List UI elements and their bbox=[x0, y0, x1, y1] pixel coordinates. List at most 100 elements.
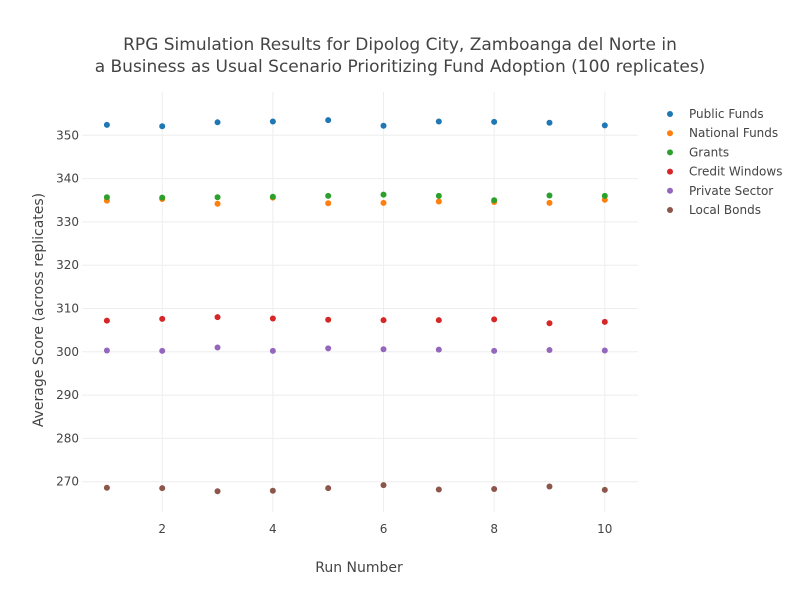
series-credit-windows bbox=[103, 314, 608, 327]
y-tick-label: 320 bbox=[56, 258, 79, 272]
data-point bbox=[435, 118, 442, 125]
data-point bbox=[601, 347, 608, 354]
data-point bbox=[269, 315, 276, 322]
data-point bbox=[380, 199, 387, 206]
legend-label: Credit Windows bbox=[689, 165, 782, 179]
series-national-funds bbox=[103, 194, 608, 207]
series-private-sector bbox=[103, 344, 608, 354]
data-point bbox=[103, 317, 110, 324]
grid bbox=[82, 92, 638, 512]
data-point bbox=[269, 347, 276, 354]
data-point bbox=[159, 315, 166, 322]
legend-marker bbox=[667, 187, 673, 194]
data-point bbox=[103, 194, 110, 201]
data-point bbox=[601, 318, 608, 325]
data-point bbox=[546, 119, 553, 126]
y-tick-label: 290 bbox=[56, 388, 79, 402]
y-tick-label: 350 bbox=[56, 128, 79, 142]
legend-label: National Funds bbox=[689, 126, 778, 140]
data-point bbox=[159, 194, 166, 201]
data-point bbox=[214, 344, 221, 351]
data-point bbox=[380, 346, 387, 353]
data-point bbox=[546, 320, 553, 327]
data-point bbox=[159, 485, 166, 492]
legend-marker bbox=[667, 168, 673, 175]
series-local-bonds bbox=[103, 482, 608, 495]
x-axis-label: Run Number bbox=[315, 560, 403, 576]
data-point bbox=[103, 347, 110, 354]
data-point bbox=[103, 484, 110, 491]
data-point bbox=[380, 122, 387, 129]
legend-label: Private Sector bbox=[689, 184, 773, 198]
data-point bbox=[159, 347, 166, 354]
data-point bbox=[214, 314, 221, 321]
y-tick-label: 340 bbox=[56, 172, 79, 186]
y-axis-label: Average Score (across replicates) bbox=[31, 193, 47, 427]
data-point bbox=[380, 191, 387, 198]
data-point bbox=[491, 347, 498, 354]
series-grants bbox=[103, 191, 608, 204]
data-points bbox=[103, 117, 608, 495]
data-point bbox=[214, 488, 221, 495]
data-point bbox=[491, 118, 498, 125]
legend-item[interactable]: Local Bonds bbox=[667, 203, 761, 217]
data-point bbox=[214, 200, 221, 207]
legend: Public Funds National Funds Grants Credit W… bbox=[667, 107, 782, 217]
series-public-funds bbox=[103, 117, 608, 130]
data-point bbox=[325, 345, 332, 352]
legend-label: Grants bbox=[689, 145, 729, 159]
data-point bbox=[214, 119, 221, 126]
legend-item[interactable]: National Funds bbox=[667, 126, 778, 140]
data-point bbox=[546, 347, 553, 354]
y-tick-label: 310 bbox=[56, 301, 79, 315]
data-point bbox=[435, 198, 442, 205]
y-tick-label: 330 bbox=[56, 215, 79, 229]
legend-item[interactable]: Credit Windows bbox=[667, 165, 782, 179]
x-tick-label: 8 bbox=[490, 522, 498, 536]
data-point bbox=[435, 192, 442, 199]
legend-marker bbox=[667, 130, 673, 137]
data-point bbox=[269, 193, 276, 200]
legend-marker bbox=[667, 207, 673, 213]
legend-marker bbox=[667, 111, 673, 117]
y-tick-label: 280 bbox=[56, 431, 79, 445]
legend-item[interactable]: Grants bbox=[667, 145, 729, 159]
data-point bbox=[435, 486, 442, 493]
data-point bbox=[325, 192, 332, 199]
data-point bbox=[380, 482, 387, 489]
data-point bbox=[601, 486, 608, 493]
chart-title-line-1: RPG Simulation Results for Dipolog City,… bbox=[123, 35, 677, 55]
data-point bbox=[269, 118, 276, 125]
data-point bbox=[491, 316, 498, 323]
legend-label: Local Bonds bbox=[689, 203, 761, 217]
data-point bbox=[435, 346, 442, 353]
data-point bbox=[380, 317, 387, 324]
x-tick-label: 2 bbox=[158, 522, 166, 536]
data-point bbox=[601, 192, 608, 199]
legend-item[interactable]: Public Funds bbox=[667, 107, 764, 121]
y-tick-label: 270 bbox=[56, 475, 79, 489]
data-point bbox=[325, 485, 332, 492]
data-point bbox=[546, 192, 553, 199]
x-tick-label: 4 bbox=[269, 522, 277, 536]
data-point bbox=[601, 122, 608, 129]
y-tick-label: 300 bbox=[56, 345, 79, 359]
data-point bbox=[103, 121, 110, 128]
legend-item[interactable]: Private Sector bbox=[667, 184, 773, 198]
legend-marker bbox=[667, 149, 673, 156]
data-point bbox=[325, 117, 332, 124]
data-point bbox=[546, 199, 553, 206]
chart-title-line-2: a Business as Usual Scenario Prioritizin… bbox=[95, 57, 706, 77]
data-point bbox=[491, 486, 498, 493]
x-axis-ticks: 2 4 6 8 10 bbox=[158, 522, 612, 536]
x-tick-label: 10 bbox=[597, 522, 612, 536]
data-point bbox=[269, 487, 276, 494]
legend-label: Public Funds bbox=[689, 107, 764, 121]
data-point bbox=[546, 483, 553, 490]
data-point bbox=[325, 200, 332, 207]
y-axis-ticks: 270 280 290 300 310 320 330 340 350 bbox=[56, 128, 79, 488]
data-point bbox=[159, 123, 166, 130]
data-point bbox=[325, 316, 332, 323]
data-point bbox=[214, 194, 221, 201]
